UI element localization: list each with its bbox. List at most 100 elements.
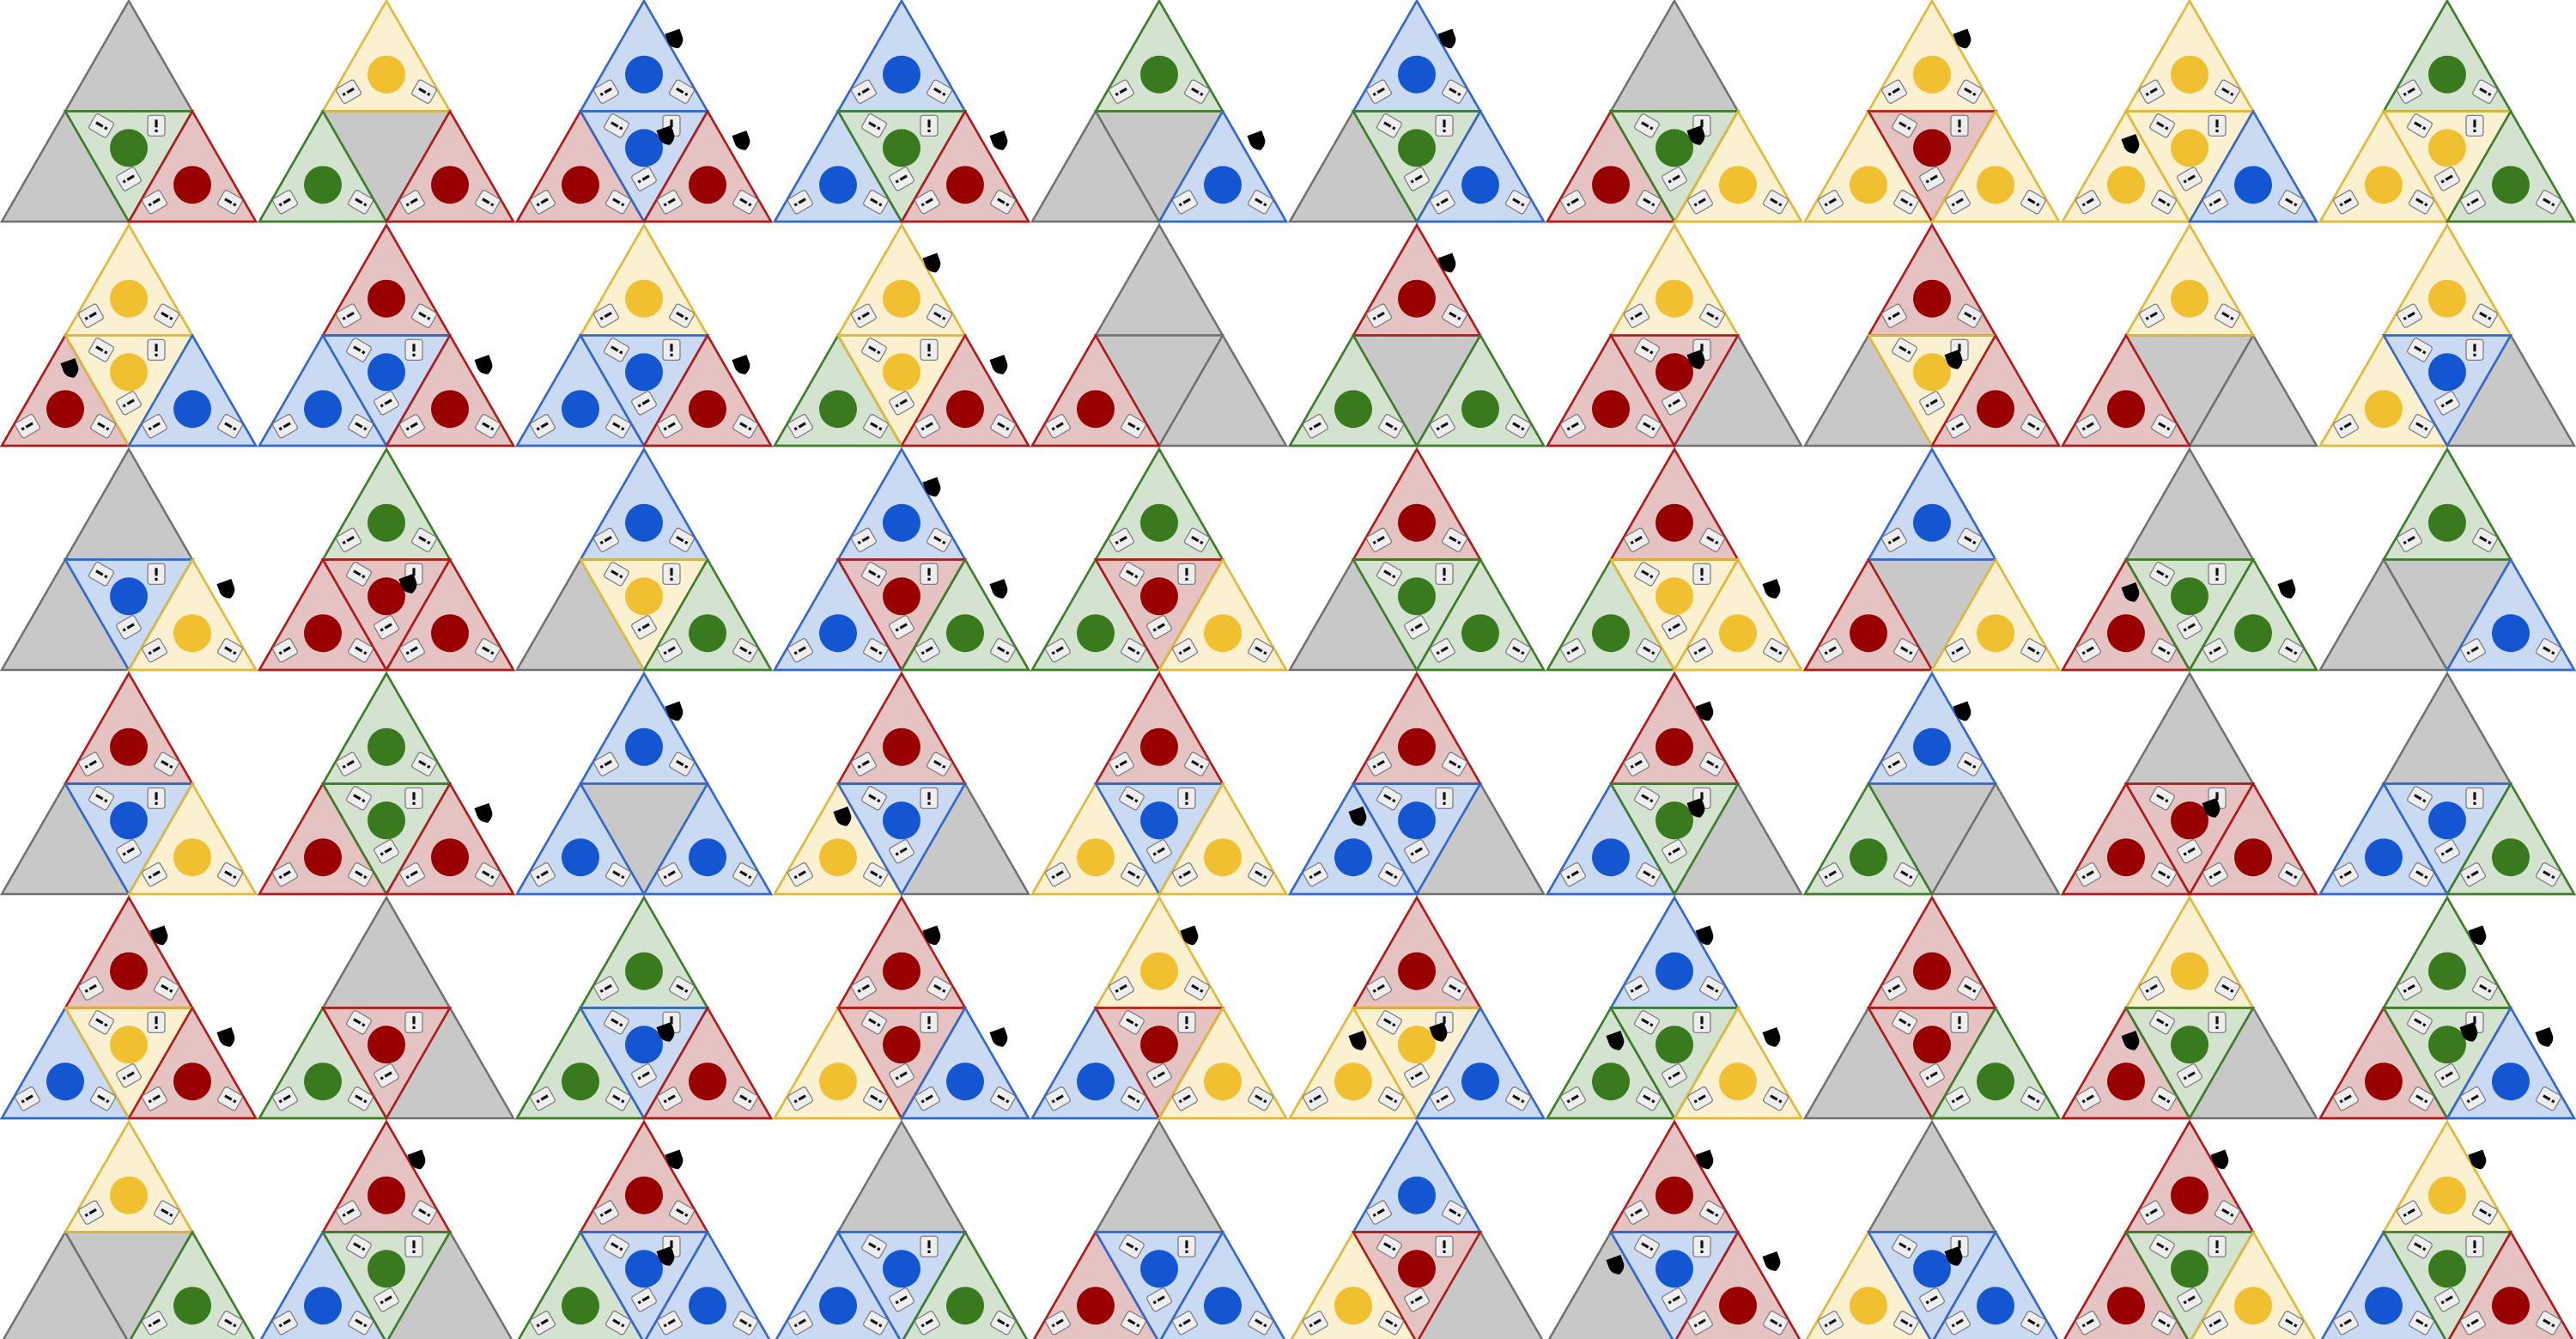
tag-icon[interactable] — [2149, 786, 2176, 811]
tag-icon[interactable] — [336, 79, 362, 104]
tag-icon[interactable] — [1177, 787, 1196, 809]
coin-center[interactable] — [1140, 577, 1178, 616]
coin-top[interactable] — [883, 503, 920, 542]
tag-icon[interactable] — [927, 303, 953, 328]
tag-icon[interactable] — [1957, 79, 1984, 104]
coin-center[interactable] — [2171, 1250, 2208, 1288]
puzzle-tile[interactable] — [0, 447, 258, 673]
tag-icon[interactable] — [1376, 113, 1403, 138]
tag-icon[interactable] — [2139, 1200, 2166, 1225]
tag-icon[interactable] — [1121, 862, 1147, 887]
puzzle-tile[interactable] — [257, 895, 516, 1121]
cell-top[interactable] — [1093, 1119, 1225, 1233]
tag-icon[interactable] — [147, 563, 166, 585]
tag-icon[interactable] — [116, 615, 143, 640]
tag-icon[interactable] — [787, 414, 814, 439]
tag-icon[interactable] — [475, 190, 501, 215]
tag-icon[interactable] — [920, 787, 939, 809]
tag-icon[interactable] — [1045, 1086, 1072, 1111]
tag-icon[interactable] — [889, 615, 915, 640]
tag-icon[interactable] — [2075, 1311, 2102, 1336]
coin-center[interactable] — [2171, 129, 2208, 167]
tag-icon[interactable] — [1109, 79, 1135, 104]
tag-icon[interactable] — [787, 1311, 814, 1336]
tag-icon[interactable] — [1634, 113, 1661, 138]
tag-icon[interactable] — [1303, 862, 1329, 887]
tag-icon[interactable] — [605, 1086, 632, 1111]
tag-icon[interactable] — [15, 414, 41, 439]
tag-icon[interactable] — [732, 862, 759, 887]
puzzle-tile[interactable] — [1802, 671, 2062, 897]
tag-icon[interactable] — [1505, 1086, 1532, 1111]
coin-top[interactable] — [2428, 952, 2466, 990]
coin-left[interactable] — [1850, 838, 1887, 877]
tag-icon[interactable] — [1634, 786, 1661, 811]
coin-left[interactable] — [2365, 1287, 2403, 1325]
puzzle-tile[interactable] — [257, 0, 516, 224]
coin-right[interactable] — [431, 390, 469, 429]
puzzle-tile[interactable] — [514, 895, 774, 1121]
tag-icon[interactable] — [1442, 303, 1468, 328]
tag-icon[interactable] — [2407, 338, 2433, 362]
tag-icon[interactable] — [2460, 190, 2487, 215]
tag-icon[interactable] — [217, 414, 244, 439]
tag-icon[interactable] — [346, 1234, 373, 1259]
coin-top[interactable] — [883, 279, 920, 318]
tag-icon[interactable] — [1560, 862, 1587, 887]
tag-icon[interactable] — [2177, 839, 2203, 864]
tag-icon[interactable] — [374, 839, 400, 864]
puzzle-tile[interactable] — [514, 222, 774, 448]
tag-icon[interactable] — [2177, 1063, 2203, 1088]
tag-icon[interactable] — [1763, 1311, 1789, 1336]
coin-right[interactable] — [689, 838, 726, 877]
tag-icon[interactable] — [116, 839, 143, 864]
tag-icon[interactable] — [1177, 563, 1196, 585]
tag-icon[interactable] — [787, 638, 814, 663]
coin-top[interactable] — [110, 1176, 148, 1214]
coin-top[interactable] — [625, 1176, 663, 1214]
tag-icon[interactable] — [657, 1311, 683, 1336]
cell-top[interactable] — [1608, 0, 1741, 113]
tag-icon[interactable] — [631, 167, 658, 192]
coin-top[interactable] — [2428, 55, 2466, 94]
puzzle-tile[interactable] — [1030, 0, 1289, 224]
tag-icon[interactable] — [2397, 1200, 2423, 1225]
puzzle-tile[interactable] — [1802, 222, 2062, 448]
tag-icon[interactable] — [669, 79, 696, 104]
tag-icon[interactable] — [272, 190, 299, 215]
puzzle-tile[interactable] — [1802, 447, 2062, 673]
coin-top[interactable] — [368, 503, 405, 542]
tag-icon[interactable] — [1366, 752, 1393, 776]
coin-left[interactable] — [304, 166, 342, 204]
tag-icon[interactable] — [2536, 862, 2562, 887]
tag-icon[interactable] — [411, 1200, 438, 1225]
tag-icon[interactable] — [861, 562, 888, 587]
tag-icon[interactable] — [530, 1086, 556, 1111]
tag-icon[interactable] — [2333, 414, 2360, 439]
tag-icon[interactable] — [605, 1311, 632, 1336]
coin-top[interactable] — [110, 727, 148, 766]
tag-icon[interactable] — [787, 862, 814, 887]
tag-icon[interactable] — [851, 976, 878, 1001]
coin-right[interactable] — [2234, 838, 2272, 877]
coin-top[interactable] — [1656, 1176, 1693, 1214]
coin-center[interactable] — [625, 1026, 663, 1064]
coin-right[interactable] — [689, 1062, 726, 1101]
coin-top[interactable] — [1398, 279, 1436, 318]
tag-icon[interactable] — [1662, 167, 1688, 192]
coin-left[interactable] — [304, 838, 342, 877]
puzzle-tile[interactable] — [1030, 671, 1289, 897]
tag-icon[interactable] — [2149, 1234, 2176, 1259]
tag-icon[interactable] — [1636, 190, 1662, 215]
tag-icon[interactable] — [272, 1086, 299, 1111]
tag-icon[interactable] — [2460, 862, 2487, 887]
tag-icon[interactable] — [669, 752, 696, 776]
tag-icon[interactable] — [1699, 976, 1726, 1001]
coin-center[interactable] — [1656, 1250, 1693, 1288]
tag-icon[interactable] — [1624, 303, 1650, 328]
tag-icon[interactable] — [2397, 976, 2423, 1001]
coin-top[interactable] — [2428, 503, 2466, 542]
coin-top[interactable] — [625, 952, 663, 990]
tag-icon[interactable] — [732, 190, 759, 215]
tag-icon[interactable] — [2472, 79, 2499, 104]
